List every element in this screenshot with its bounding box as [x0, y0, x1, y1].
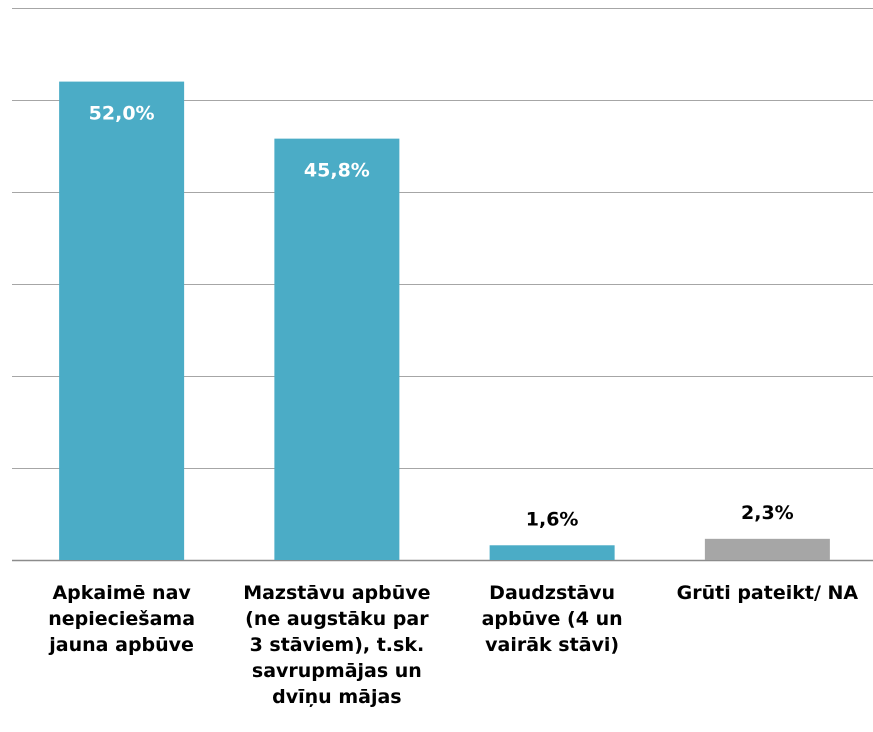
bar-3: [489, 545, 615, 560]
data-label-4: 2,3%: [741, 502, 794, 524]
bar-2: [274, 138, 400, 560]
category-label-1: Apkaimē nav nepieciešama jauna apbūve: [48, 582, 196, 656]
bar-1: [59, 81, 185, 560]
data-labels: 52,0% 45,8% 1,6% 2,3%: [89, 103, 794, 531]
category-label-4: Grūti pateikt/ NA: [676, 582, 859, 604]
category-label-3: Daudzstāvu apbūve (4 un vairāk stāvi): [481, 582, 623, 656]
bar-4: [704, 538, 830, 560]
category-label-2: Mazstāvu apbūve (ne augstāku par 3 stāvi…: [243, 582, 431, 708]
data-label-1: 52,0%: [89, 103, 155, 125]
data-label-2: 45,8%: [304, 160, 370, 182]
bars: [59, 81, 830, 560]
data-label-3: 1,6%: [526, 508, 579, 530]
